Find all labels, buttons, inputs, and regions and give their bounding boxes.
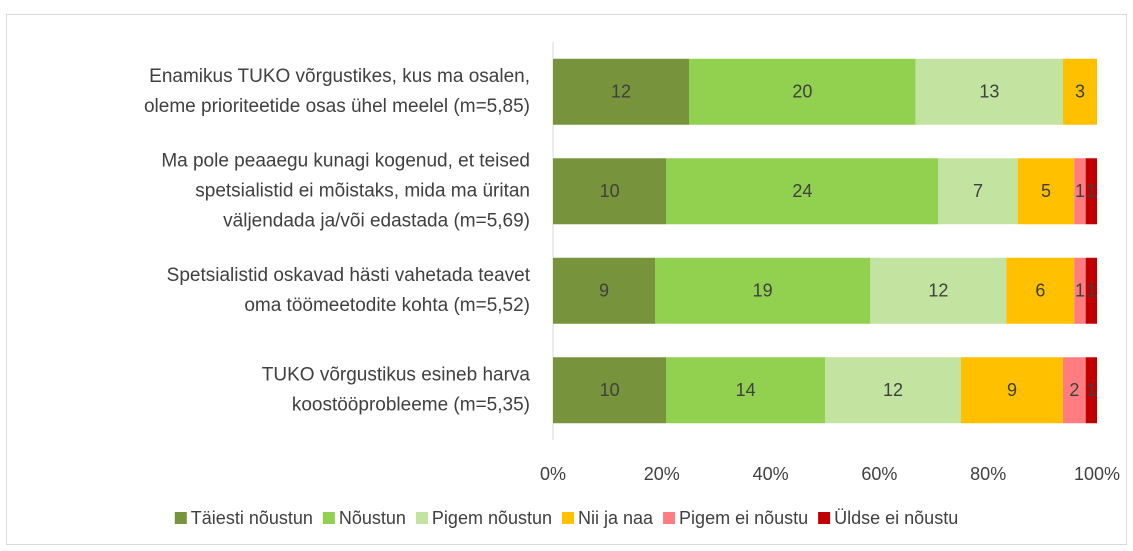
bar-segment — [938, 158, 1018, 225]
bar-segment — [1074, 257, 1086, 324]
bar-segment — [1017, 158, 1075, 225]
x-tick-label: 60% — [861, 464, 897, 484]
data-label: 20 — [792, 82, 812, 102]
data-label: 9 — [1007, 380, 1017, 400]
category-label: Ma pole peaaegu kunagi kogenud, et teise… — [161, 150, 530, 171]
bar-segment — [870, 257, 1007, 324]
data-label: 10 — [600, 181, 620, 201]
data-label: 1 — [1075, 181, 1085, 201]
data-label: 9 — [599, 281, 609, 301]
legend-label: Nõustun — [339, 508, 406, 528]
bar-segment — [553, 58, 689, 125]
bar-segment — [825, 357, 961, 424]
category-label: väljendada ja/või edastada (m=5,69) — [223, 210, 530, 231]
bar-segment — [553, 158, 667, 225]
x-tick-label: 100% — [1074, 464, 1120, 484]
bar-segment — [666, 357, 825, 424]
data-label: 5 — [1041, 181, 1051, 201]
bar-segment — [1074, 158, 1086, 225]
legend-swatch — [562, 512, 574, 524]
bar-segment — [915, 58, 1063, 125]
bar-segment — [1063, 58, 1097, 125]
category-label: Spetsialistid oskavad hästi vahetada tea… — [167, 265, 531, 286]
data-label: 1 — [1086, 181, 1096, 201]
legend-swatch — [663, 512, 676, 524]
data-label: 2 — [1069, 380, 1079, 400]
data-label: 1 — [1086, 281, 1096, 301]
data-label: 3 — [1075, 82, 1085, 102]
data-label: 12 — [928, 281, 948, 301]
legend-swatch — [415, 512, 428, 524]
category-label: TUKO võrgustikus esineb harva — [262, 364, 531, 385]
legend-label: Pigem ei nõustu — [679, 508, 808, 528]
legend-label: Täiesti nõustun — [191, 508, 313, 528]
data-label: 12 — [883, 380, 903, 400]
data-label: 14 — [736, 380, 756, 400]
data-label: 12 — [611, 82, 631, 102]
category-label: koostööprobleeme (m=5,35) — [292, 394, 530, 415]
bar-segment — [1063, 357, 1086, 424]
data-label: 1 — [1075, 281, 1085, 301]
legend-label: Nii ja naa — [578, 508, 654, 528]
bar-segment — [961, 357, 1063, 424]
bar-segment — [1085, 357, 1097, 424]
legend-label: Pigem nõustun — [432, 508, 552, 528]
bar-segment — [553, 257, 655, 324]
data-label: 24 — [792, 181, 812, 201]
category-label: oma töömeetodite kohta (m=5,52) — [244, 295, 530, 316]
legend-label: Üldse ei nõustu — [834, 508, 958, 528]
legend-swatch — [322, 512, 335, 524]
data-label: 19 — [753, 281, 773, 301]
bar-segment — [655, 257, 871, 324]
data-label: 7 — [973, 181, 983, 201]
data-label: 6 — [1035, 281, 1045, 301]
category-label: oleme prioriteetide osas ühel meelel (m=… — [144, 96, 530, 117]
bar-segment — [1085, 158, 1097, 225]
category-label: Enamikus TUKO võrgustikes, kus ma osalen… — [149, 66, 530, 87]
x-tick-label: 80% — [970, 464, 1006, 484]
data-label: 10 — [600, 380, 620, 400]
x-tick-label: 20% — [644, 464, 680, 484]
data-label: 13 — [979, 82, 999, 102]
bar-segment — [689, 58, 916, 125]
category-label: spetsialistid ei mõistaks, mida ma ürita… — [195, 180, 530, 201]
bar-segment — [666, 158, 939, 225]
legend-swatch — [818, 512, 831, 524]
legend-swatch — [174, 512, 187, 524]
bar-segment — [1006, 257, 1075, 324]
bar-segment — [553, 357, 667, 424]
data-label: 1 — [1086, 380, 1096, 400]
x-tick-label: 40% — [753, 464, 789, 484]
bar-segment — [1085, 257, 1097, 324]
x-tick-label: 0% — [540, 464, 566, 484]
